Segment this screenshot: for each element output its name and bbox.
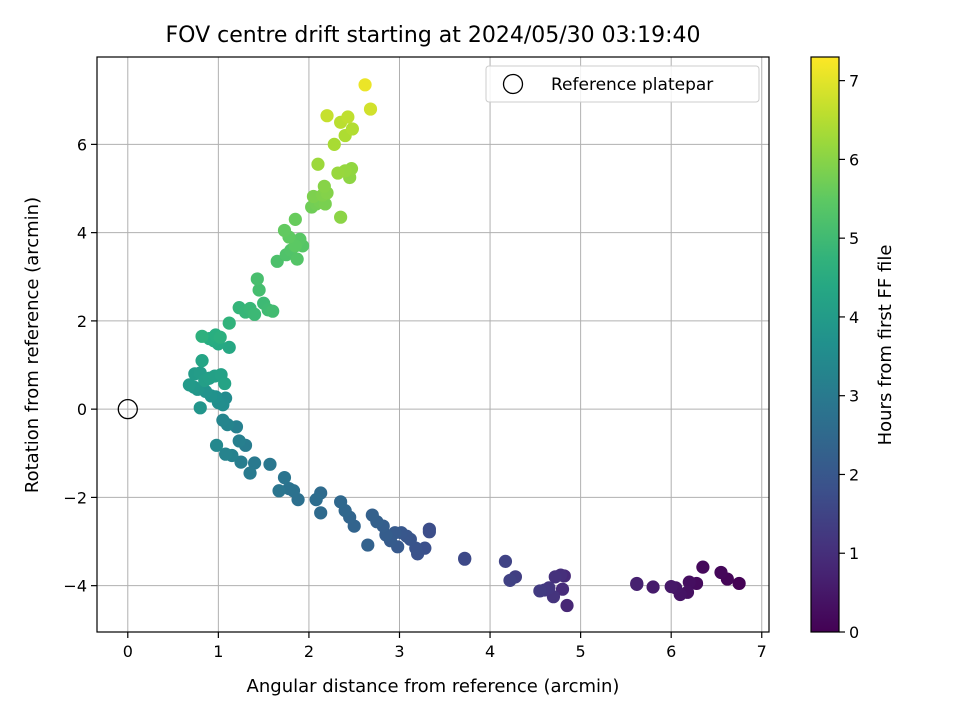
x-tick-label-1: 1	[213, 642, 223, 661]
data-point-96	[247, 307, 262, 321]
x-tick-label-2: 2	[304, 642, 314, 661]
x-axis-ticks: 0 1 2 3 4 5 6 7	[123, 632, 767, 661]
colorbar-gradient	[810, 56, 840, 633]
colorbar-tick-label-3: 3	[849, 387, 859, 406]
colorbar-tick-label-5: 5	[849, 229, 859, 248]
colorbar-label: Hours from first FF file	[875, 245, 896, 446]
x-tick-label-5: 5	[576, 642, 586, 661]
data-points	[182, 78, 746, 613]
y-tick-label-4: 4	[77, 224, 87, 243]
data-point-2	[714, 565, 728, 580]
y-tick-label-1: −2	[63, 488, 87, 507]
y-axis-label: Rotation from reference (arcmin)	[22, 197, 43, 493]
legend-box	[485, 65, 760, 103]
data-point-130	[341, 110, 355, 124]
data-point-10	[646, 580, 660, 594]
data-point-105	[290, 252, 304, 266]
data-point-15	[555, 582, 570, 596]
data-point-47	[314, 506, 328, 520]
data-point-0	[732, 576, 746, 591]
reference-platepar-marker	[117, 398, 138, 420]
x-tick-label-6: 6	[666, 642, 676, 661]
x-tick-label-0: 0	[123, 642, 133, 661]
data-point-57	[243, 466, 257, 480]
data-point-90	[213, 330, 227, 344]
data-point-60	[232, 434, 246, 448]
data-point-101	[250, 272, 264, 286]
data-point-56	[247, 456, 262, 470]
data-point-131	[320, 109, 334, 123]
data-point-26	[458, 552, 472, 566]
colorbar-tick-label-0: 0	[849, 623, 859, 642]
y-axis-ticks: −4 −2 0 2 4 6	[63, 135, 97, 596]
data-point-126	[327, 137, 341, 151]
data-point-24	[498, 554, 513, 568]
data-point-66	[209, 438, 224, 452]
colorbar-ticks: 0 1 2 3 4 5 6 7	[839, 72, 859, 642]
data-point-111	[288, 212, 302, 226]
data-point-59	[234, 455, 248, 469]
x-axis-label: Angular distance from reference (arcmin)	[247, 676, 620, 697]
legend-reference-marker	[502, 73, 524, 95]
data-point-102	[270, 254, 284, 268]
data-point-85	[222, 340, 236, 354]
data-point-133	[358, 78, 372, 92]
data-point-91	[195, 329, 209, 343]
x-tick-label-7: 7	[757, 642, 767, 661]
data-point-17	[548, 570, 562, 584]
grid-lines	[97, 57, 769, 632]
y-tick-label-5: 6	[77, 135, 87, 154]
data-point-12	[630, 577, 644, 591]
chart-title: FOV centre drift starting at 2024/05/30 …	[166, 23, 701, 48]
data-point-21	[533, 584, 547, 598]
y-tick-label-3: 2	[77, 312, 87, 331]
x-tick-label-3: 3	[394, 642, 404, 661]
data-point-110	[277, 223, 292, 238]
data-point-41	[365, 508, 379, 522]
data-point-124	[331, 166, 345, 180]
y-tick-label-2: 0	[77, 400, 87, 419]
colorbar-tick-label-7: 7	[849, 72, 859, 91]
data-point-46	[334, 495, 348, 509]
data-point-53	[277, 470, 292, 485]
data-point-42	[361, 538, 375, 552]
data-point-128	[345, 122, 359, 136]
data-point-119	[317, 179, 331, 193]
data-point-125	[311, 157, 325, 171]
data-point-49	[309, 493, 323, 507]
data-point-9	[664, 579, 678, 594]
data-point-3	[696, 560, 710, 574]
data-point-99	[266, 304, 280, 318]
data-point-73	[193, 401, 207, 415]
legend-reference-label: Reference platepar	[551, 75, 713, 95]
colorbar-tick-label-1: 1	[849, 544, 859, 563]
data-point-52	[282, 481, 296, 496]
data-point-13	[560, 598, 574, 613]
data-point-100	[252, 283, 266, 297]
data-point-55	[263, 457, 277, 471]
colorbar-tick-label-6: 6	[849, 150, 859, 169]
data-point-23	[503, 573, 517, 587]
data-point-92	[222, 316, 236, 330]
data-point-63	[219, 447, 233, 461]
x-tick-label-4: 4	[485, 642, 495, 661]
colorbar-tick-label-2: 2	[849, 465, 859, 484]
y-tick-label-0: −4	[63, 577, 87, 596]
data-point-84	[195, 354, 209, 368]
data-point-132	[363, 102, 378, 116]
data-point-76	[182, 378, 196, 392]
data-point-65	[216, 413, 230, 427]
data-point-83	[218, 376, 232, 391]
plot-frame	[96, 56, 770, 633]
colorbar-tick-label-4: 4	[849, 308, 859, 327]
data-point-28	[422, 525, 436, 539]
data-point-5	[682, 575, 696, 589]
colorbar: 0 1 2 3 4 5 6 7 Hours from first FF file	[810, 56, 896, 642]
legend: Reference platepar	[485, 65, 760, 103]
data-point-120	[334, 210, 348, 224]
data-point-54	[272, 484, 286, 498]
